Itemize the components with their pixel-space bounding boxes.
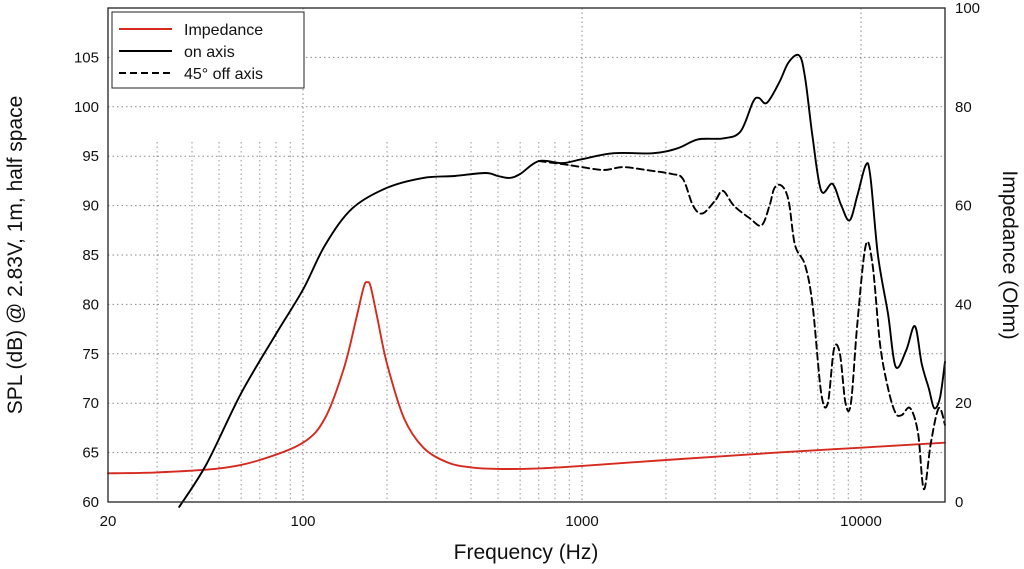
y-right-tick-label: 80 [955, 99, 972, 116]
y-tick-label: 95 [82, 148, 99, 165]
y-right-tick-label: 60 [955, 198, 972, 215]
y-tick-label: 105 [74, 49, 99, 66]
legend-label: Impedance [184, 22, 263, 39]
series-layer [107, 53, 946, 508]
x-tick-label: 1000 [565, 513, 598, 530]
legend-label: on axis [184, 44, 235, 61]
y-right-tick-label: 20 [955, 395, 972, 412]
y-tick-label: 100 [74, 99, 99, 116]
y-tick-label: 65 [82, 445, 99, 462]
y-tick-label: 80 [82, 296, 99, 313]
tick-labels: 20 100 1000 10000 60 65 70 75 80 85 90 95 100 105 0 20 4… [74, 0, 980, 530]
series-45-off-axis [537, 160, 946, 491]
legend: Impedance on axis 45° off axis [111, 11, 305, 89]
y-tick-label: 60 [82, 494, 99, 511]
x-tick-label: 20 [100, 513, 117, 530]
x-axis-title: Frequency (Hz) [454, 541, 599, 564]
y-tick-label: 75 [82, 346, 99, 363]
y-axis-right-title: Impedance (Ohm) [998, 170, 1021, 339]
y-right-tick-label: 40 [955, 296, 972, 313]
y-right-tick-label: 0 [955, 494, 963, 511]
y-tick-label: 85 [82, 247, 99, 264]
plot-frame [107, 7, 946, 503]
x-tick-label: 10000 [840, 513, 882, 530]
y-right-tick-label: 100 [955, 0, 980, 17]
x-tick-label: 100 [290, 513, 315, 530]
legend-label: 45° off axis [184, 66, 263, 83]
series-on-axis [178, 53, 946, 508]
y-tick-label: 70 [82, 395, 99, 412]
y-tick-label: 90 [82, 198, 99, 215]
series-impedance [107, 281, 946, 475]
y-axis-title: SPL (dB) @ 2.83V, 1m, half space [4, 96, 27, 415]
